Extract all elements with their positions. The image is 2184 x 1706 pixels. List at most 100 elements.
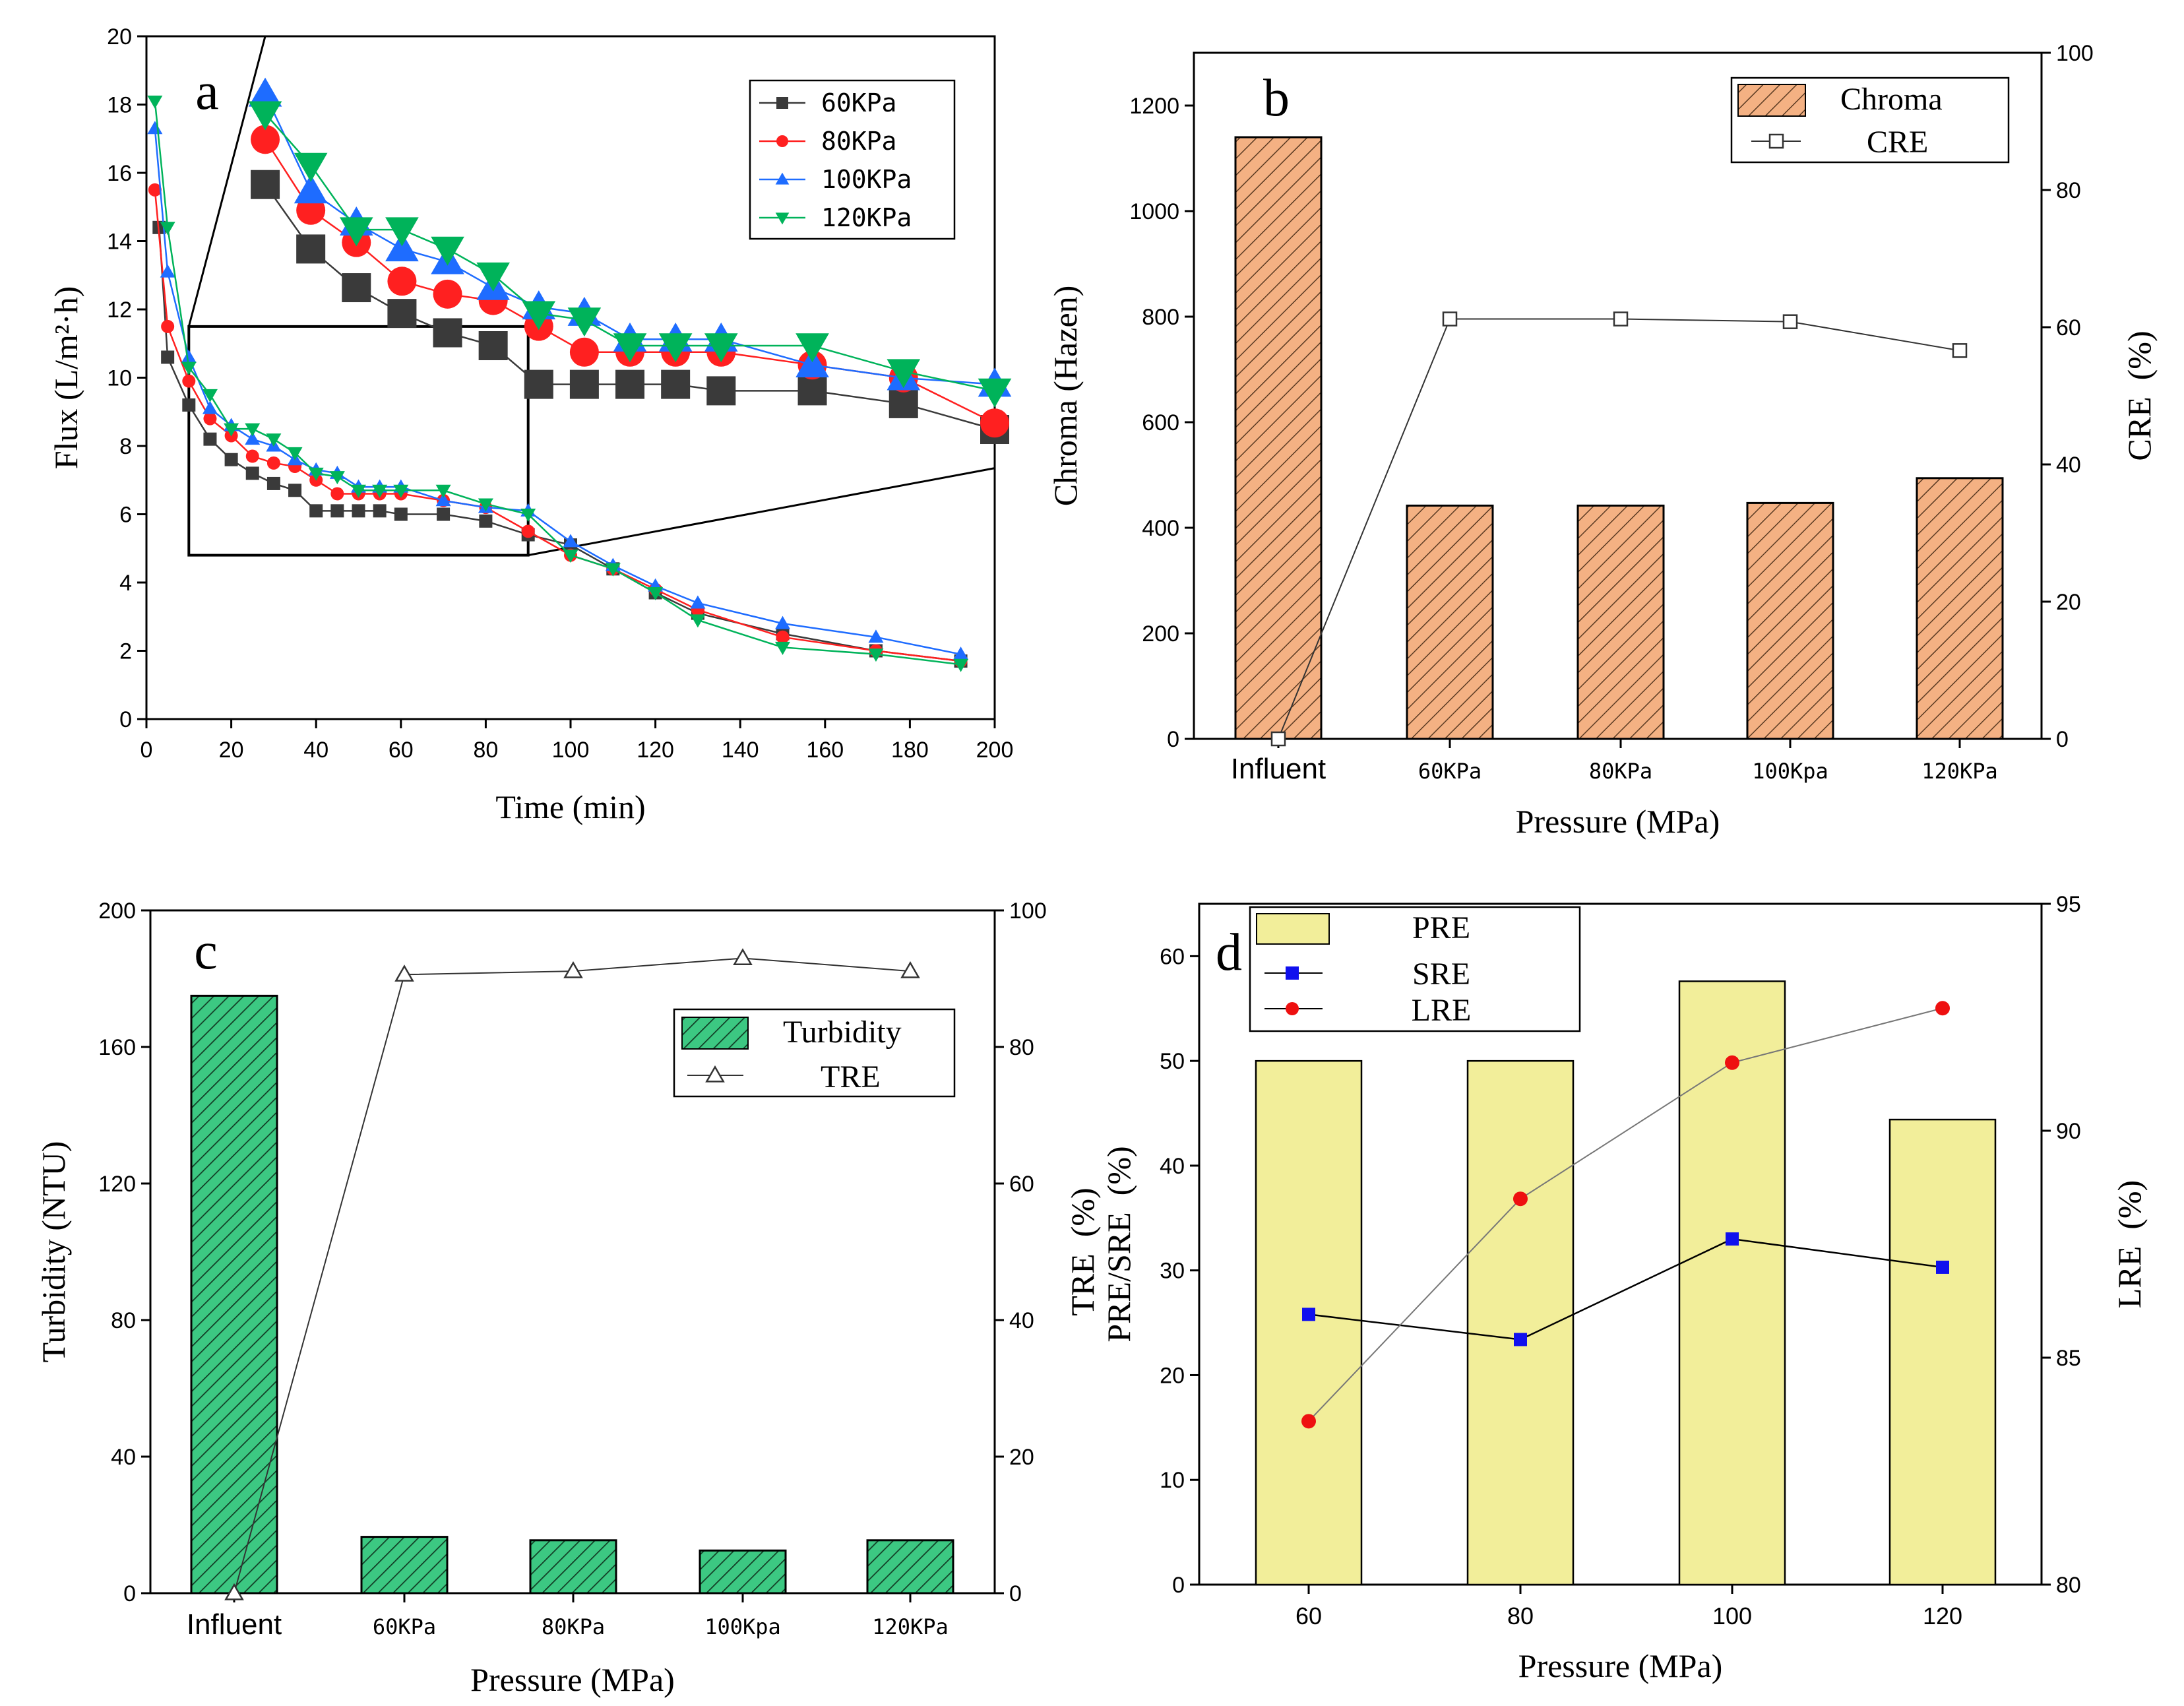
x-tick-label: 100 [552, 738, 590, 763]
tre-point [733, 948, 753, 966]
data-point [478, 498, 493, 512]
inset-data-point [567, 307, 602, 337]
data-point [160, 264, 175, 278]
y-tick-label: 1000 [1129, 199, 1179, 224]
bar-PRE-120 [1888, 1118, 1997, 1586]
y-tick-label: 60 [2056, 315, 2081, 340]
inset-data-point [385, 232, 419, 262]
x-tick-label: 60 [1295, 1602, 1322, 1629]
cre-point [1442, 311, 1458, 327]
data-point [479, 514, 493, 528]
legend: Turbidity TRE [673, 1008, 956, 1098]
data-point [202, 389, 218, 402]
x-tick-label: 80 [1507, 1602, 1534, 1629]
legend-marker [776, 135, 788, 147]
data-point [202, 400, 218, 414]
data-point [182, 374, 196, 388]
inset-data-point [248, 101, 282, 131]
x-axis-label: Pressure (MPa) [1516, 803, 1720, 840]
data-point [563, 550, 578, 563]
y-tick-label: 40 [1009, 1308, 1034, 1333]
legend-label: Turbidity [783, 1015, 902, 1050]
data-point [435, 484, 451, 498]
inset-data-point [615, 369, 645, 399]
inset-data-point [294, 174, 328, 204]
inset-data-point [524, 369, 553, 399]
inset-data-point [569, 337, 599, 367]
sre-point [1302, 1308, 1315, 1321]
y-tick-label: 95 [2056, 892, 2081, 917]
inset-data-point [251, 125, 280, 154]
data-point [245, 431, 261, 445]
x-tick-label: 120KPa [1921, 759, 1998, 784]
y-tick-label: 10 [107, 365, 132, 391]
y-tick-label: 200 [1142, 621, 1179, 647]
inset-data-point [339, 217, 373, 247]
lre-point [1513, 1191, 1528, 1207]
inset-data-point [569, 369, 599, 399]
lre-point [1935, 1001, 1950, 1016]
inset-data-point [433, 318, 462, 348]
inset-data-point [796, 333, 829, 363]
inset-data-point [248, 77, 282, 107]
series-line-LRE [1308, 1007, 1943, 1422]
legend-label: PRE [1412, 910, 1470, 945]
series-line [154, 189, 961, 662]
lre-point [1725, 1055, 1739, 1070]
y-tick-label: 0 [1167, 727, 1179, 752]
bar-100Kpa [699, 1549, 787, 1595]
series-120KPa [147, 95, 969, 672]
data-point [148, 183, 162, 197]
sre-point [1514, 1333, 1527, 1346]
x-axis-label: Pressure (MPa) [470, 1661, 675, 1698]
x-tick-label: 140 [722, 738, 759, 763]
x-tick-label: Influent [1231, 753, 1326, 785]
inset-data-point [887, 359, 921, 389]
y-tick-label: 100 [1009, 899, 1047, 924]
x-tick-label: 120 [637, 738, 674, 763]
panel-letter: a [195, 63, 219, 121]
y-tick-label: 80 [1009, 1035, 1034, 1060]
y-tick-label: 30 [1160, 1259, 1185, 1284]
y-tick-label: 60 [1009, 1172, 1034, 1197]
x-tick-label: 0 [140, 738, 153, 763]
legend-swatch [681, 1017, 749, 1050]
x-tick-label: 60 [389, 738, 414, 763]
bar-PRE-100 [1678, 980, 1786, 1586]
data-point [161, 319, 175, 333]
data-point [373, 504, 387, 518]
cre-point [1952, 343, 1968, 358]
inset-data-point [478, 331, 508, 360]
data-point [775, 641, 790, 655]
zoom-window [187, 325, 530, 557]
legend-swatch [1737, 84, 1806, 117]
x-tick-label: 100Kpa [704, 1614, 781, 1639]
data-point [161, 350, 175, 364]
inset-data-point [385, 217, 419, 247]
cre-point [1782, 314, 1798, 329]
y-tick-label: 1200 [1129, 94, 1179, 119]
inset-data-point [978, 378, 1012, 408]
bar-120KPa [1916, 477, 2004, 740]
zoom-connector [187, 36, 266, 327]
y-tick-label: 12 [107, 298, 132, 323]
panel-c-turbidity-chart: 0 40 80 120 160 200 0 20 40 60 80 100 Influent 60KPa 8… [35, 899, 1101, 1698]
y-tick-label: 20 [107, 24, 132, 49]
tre-point [224, 1583, 244, 1600]
data-point [372, 484, 388, 498]
y-tick-label: 40 [2056, 453, 2081, 478]
x-axis-label: Pressure (MPa) [1518, 1647, 1723, 1684]
zoom-inset [248, 77, 1012, 445]
zoom-connector [528, 467, 995, 557]
data-point [690, 595, 706, 609]
inset-data-point [797, 376, 827, 406]
y-axis-label: PRE/SRE (%) [1100, 1146, 1137, 1342]
data-point [160, 222, 175, 236]
data-point [435, 493, 451, 507]
data-point [329, 471, 345, 485]
y-tick-label: 100 [2056, 41, 2094, 66]
inset-series-120KPa [248, 101, 1012, 408]
inset-data-point [431, 236, 464, 266]
legend: Chroma CRE [1730, 77, 2010, 164]
